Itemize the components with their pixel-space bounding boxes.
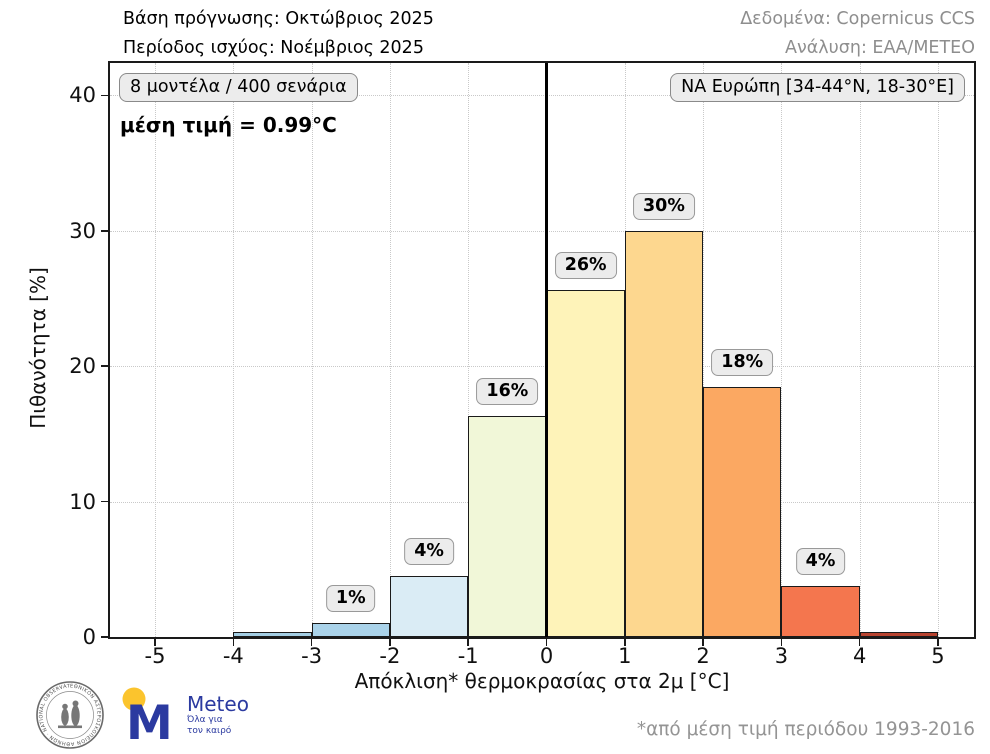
logo-row: ΕΘΝΙΚΟΝ ΑΣΤΕΡΟΣΚΟΠΕΙΟΝ ΑΘΗΝΩΝ · NATIONAL… — [35, 680, 249, 750]
mean-value-text: μέση τιμή = 0.99°C — [120, 113, 337, 137]
histogram-bar — [624, 230, 704, 637]
x-tick-mark — [154, 639, 156, 646]
x-tick-label: -2 — [379, 644, 401, 668]
vertical-gridline — [233, 63, 235, 637]
histogram-bar — [468, 416, 547, 637]
models-annotation: 8 μοντέλα / 400 σενάρια — [119, 73, 358, 102]
vertical-gridline — [468, 63, 470, 637]
vertical-gridline — [859, 63, 861, 637]
valid-period-text: Περίοδος ισχύος: Νοέμβριος 2025 — [123, 38, 424, 58]
meteo-logo: M Meteo Όλα για τον καιρό — [121, 686, 249, 744]
y-tick-label: 0 — [82, 625, 96, 649]
y-tick-mark — [101, 500, 108, 503]
x-tick-label: 2 — [696, 644, 710, 668]
y-tick-mark — [101, 636, 108, 638]
histogram-bar — [781, 585, 860, 637]
x-tick-mark — [780, 639, 783, 646]
header-left: Βάση πρόγνωσης: Οκτώβριος 2025 Περίοδος … — [123, 5, 434, 63]
y-tick-mark — [101, 94, 108, 97]
svg-text:M: M — [126, 696, 173, 744]
bar-value-label: 4% — [795, 547, 846, 575]
x-tick-mark — [623, 639, 626, 646]
y-tick-label: 20 — [69, 354, 96, 379]
meteo-name-text: Meteo — [187, 692, 249, 716]
analysis-credit-text: Ανάλυση: ΕΑΑ/ΜΕΤΕΟ — [785, 38, 975, 58]
horizontal-gridline — [110, 366, 974, 368]
histogram-bar — [389, 576, 469, 637]
footnote-text: *από μέση τιμή περιόδου 1993-2016 — [636, 719, 975, 740]
x-tick-label: 1 — [618, 644, 632, 668]
y-tick-mark — [101, 365, 108, 368]
horizontal-gridline — [110, 230, 974, 232]
meteo-tagline-text: Όλα για τον καιρό — [187, 715, 232, 736]
bar-value-label: 18% — [711, 348, 774, 376]
y-tick-mark — [101, 230, 108, 232]
bar-value-label: 4% — [404, 538, 454, 566]
seal-figures-icon — [58, 700, 82, 729]
y-tick-label: 10 — [69, 489, 96, 514]
meteo-wordmark: Meteo Όλα για τον καιρό — [187, 693, 249, 737]
zero-reference-line — [545, 63, 548, 637]
x-tick-label: -1 — [457, 644, 479, 668]
vertical-gridline — [311, 63, 313, 637]
seal-outer-ring — [36, 681, 104, 749]
x-tick-label: 5 — [931, 644, 945, 668]
vertical-gridline — [703, 63, 705, 637]
vertical-gridline — [389, 63, 391, 637]
plot-area: 8 μοντέλα / 400 σενάρια μέση τιμή = 0.99… — [108, 61, 976, 639]
x-tick-label: -3 — [301, 644, 323, 668]
x-tick-mark — [310, 639, 313, 646]
x-tick-mark — [702, 639, 704, 646]
vertical-gridline — [781, 63, 783, 637]
histogram-bar — [703, 386, 782, 637]
meteo-m-icon: M — [122, 687, 173, 744]
x-tick-label: 4 — [852, 644, 867, 668]
x-tick-label: -4 — [222, 644, 244, 668]
y-tick-label: 30 — [69, 218, 96, 243]
observatory-seal-logo: ΕΘΝΙΚΟΝ ΑΣΤΕΡΟΣΚΟΠΕΙΟΝ ΑΘΗΝΩΝ · NATIONAL… — [35, 680, 104, 749]
histogram-bar — [859, 632, 938, 637]
horizontal-gridline — [110, 95, 974, 97]
bar-value-label: 26% — [554, 252, 617, 280]
x-tick-label: 0 — [539, 644, 554, 668]
x-tick-mark — [389, 639, 391, 646]
x-tick-mark — [232, 639, 235, 646]
x-tick-label: 3 — [774, 644, 789, 668]
bar-value-label: 16% — [476, 378, 539, 406]
data-source-text: Δεδομένα: Copernicus CCS — [740, 9, 975, 29]
histogram-bar — [233, 632, 312, 637]
y-axis-title: Πιθανότητα [%] — [26, 267, 50, 429]
vertical-gridline — [937, 63, 939, 637]
vertical-gridline — [155, 63, 157, 637]
x-tick-mark — [467, 639, 469, 646]
y-tick-label: 40 — [69, 83, 96, 108]
x-tick-mark — [858, 639, 861, 646]
x-tick-label: -5 — [144, 644, 166, 668]
bar-value-label: 1% — [325, 585, 376, 613]
seal-inner-ring — [46, 691, 94, 739]
histogram-bar — [546, 290, 625, 637]
header-right: Δεδομένα: Copernicus CCS Ανάλυση: ΕΑΑ/ΜΕ… — [740, 5, 975, 63]
histogram-bar — [311, 623, 390, 637]
forecast-base-text: Βάση πρόγνωσης: Οκτώβριος 2025 — [123, 9, 434, 29]
bar-value-label: 30% — [632, 192, 695, 220]
x-tick-mark — [545, 639, 548, 646]
x-tick-mark — [937, 639, 939, 646]
meteo-sun-icon — [122, 687, 146, 711]
region-annotation: ΝΑ Ευρώπη [34-44°N, 18-30°E] — [670, 73, 965, 102]
x-axis-title: Απόκλιση* θερμοκρασίας στα 2μ [°C] — [354, 669, 730, 693]
